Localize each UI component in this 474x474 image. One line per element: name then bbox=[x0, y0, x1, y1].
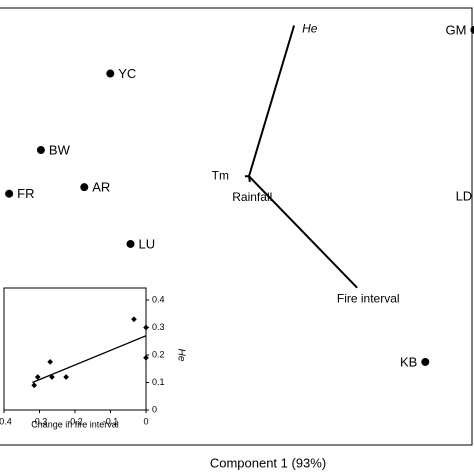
point-label: GM bbox=[445, 22, 466, 37]
point bbox=[80, 183, 89, 192]
y-axis-label: He bbox=[175, 349, 186, 362]
y-tick-label: 0.2 bbox=[152, 349, 165, 359]
plot-frame bbox=[0, 7, 473, 446]
loading-label: Tm bbox=[212, 168, 229, 182]
point-label: BW bbox=[49, 142, 71, 157]
x-axis-label: Component 1 (93%) bbox=[210, 455, 326, 470]
trend-line bbox=[32, 335, 147, 384]
point bbox=[470, 25, 474, 34]
point bbox=[131, 316, 137, 323]
loading-label: He bbox=[302, 22, 318, 36]
point-label: LD bbox=[456, 188, 473, 203]
y-tick-label: 0 bbox=[152, 404, 157, 414]
x-tick-label: -0.3 bbox=[32, 416, 48, 426]
point-label: AR bbox=[92, 180, 110, 195]
y-tick-label: 0.1 bbox=[152, 377, 165, 387]
point-label: FR bbox=[17, 186, 34, 201]
point-label: YC bbox=[118, 66, 136, 81]
point bbox=[36, 146, 45, 155]
loading-label: Fire interval bbox=[337, 291, 400, 305]
x-tick-label: 0 bbox=[143, 416, 148, 426]
x-axis-label: Change in fire interval bbox=[31, 419, 119, 429]
loading-vector bbox=[248, 175, 358, 289]
y-tick-label: 0.4 bbox=[152, 294, 165, 304]
point bbox=[143, 324, 149, 331]
x-tick-label: -0.4 bbox=[0, 416, 12, 426]
loading-label: Rainfall bbox=[232, 190, 272, 204]
inset-chart: -0.4 -0.3 -0.2 -0.1 00 0.1 0.2 0.3 0.4 Change in … bbox=[0, 287, 186, 429]
point bbox=[63, 374, 69, 380]
y-tick-label: 0.3 bbox=[152, 322, 165, 332]
inset-frame bbox=[3, 287, 147, 411]
point bbox=[126, 239, 135, 248]
point bbox=[106, 69, 115, 78]
point-label: LU bbox=[139, 236, 156, 251]
x-tick-label: -0.1 bbox=[103, 416, 119, 426]
loading-vector bbox=[248, 25, 296, 177]
point bbox=[143, 354, 149, 361]
point bbox=[421, 357, 430, 366]
point-label: KB bbox=[400, 354, 417, 369]
x-tick-label: -0.2 bbox=[67, 416, 83, 426]
point bbox=[5, 189, 14, 198]
